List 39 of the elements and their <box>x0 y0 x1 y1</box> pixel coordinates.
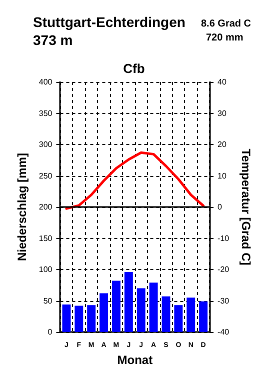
bar <box>112 280 120 332</box>
y2-tick-label: 0 <box>218 202 223 212</box>
y2-tick-label: 30 <box>218 108 227 118</box>
y-axis-title: Niederschlag [mm] <box>15 152 29 262</box>
bar <box>199 301 208 332</box>
y-tick-label: 400 <box>38 78 53 86</box>
line-series <box>65 151 205 210</box>
bar <box>149 282 158 332</box>
y2-tick-label: -40 <box>218 328 230 336</box>
text: 8.6 Grad C <box>201 18 252 30</box>
y-tick-label: 100 <box>38 265 53 274</box>
y2-tick-label: -20 <box>218 265 230 274</box>
bar <box>74 306 84 332</box>
bar <box>186 298 196 332</box>
y-tick-label: 300 <box>38 140 53 149</box>
text: 373 m <box>33 32 73 48</box>
y-tick-label: 0 <box>48 328 53 336</box>
bar <box>124 272 133 332</box>
y-tick-label: 350 <box>38 108 53 118</box>
y2-tick-label: -10 <box>218 234 230 243</box>
bar <box>136 288 146 332</box>
chart-subtitle: Cfb <box>123 61 145 76</box>
y2-tick-label: -30 <box>218 296 230 306</box>
y2-tick-label: 40 <box>218 78 227 86</box>
bar <box>162 296 170 332</box>
bar <box>87 305 96 332</box>
chart-title: Stuttgart-Echterdingen <box>33 14 186 30</box>
y2-tick-label: 10 <box>218 171 227 180</box>
y2-tick-label: 20 <box>218 140 227 149</box>
bar <box>100 293 108 332</box>
y-tick-label: 150 <box>38 234 53 243</box>
y-tick-label: 200 <box>38 202 53 212</box>
bar <box>174 305 183 332</box>
y-tick-label: 50 <box>43 296 53 306</box>
bar <box>62 304 71 332</box>
y-tick-label: 250 <box>38 171 53 180</box>
x-axis-title: Monat <box>117 353 153 367</box>
y2-axis-title: Temperatur [Grad C] <box>239 148 253 266</box>
text: 720 mm <box>206 32 244 44</box>
